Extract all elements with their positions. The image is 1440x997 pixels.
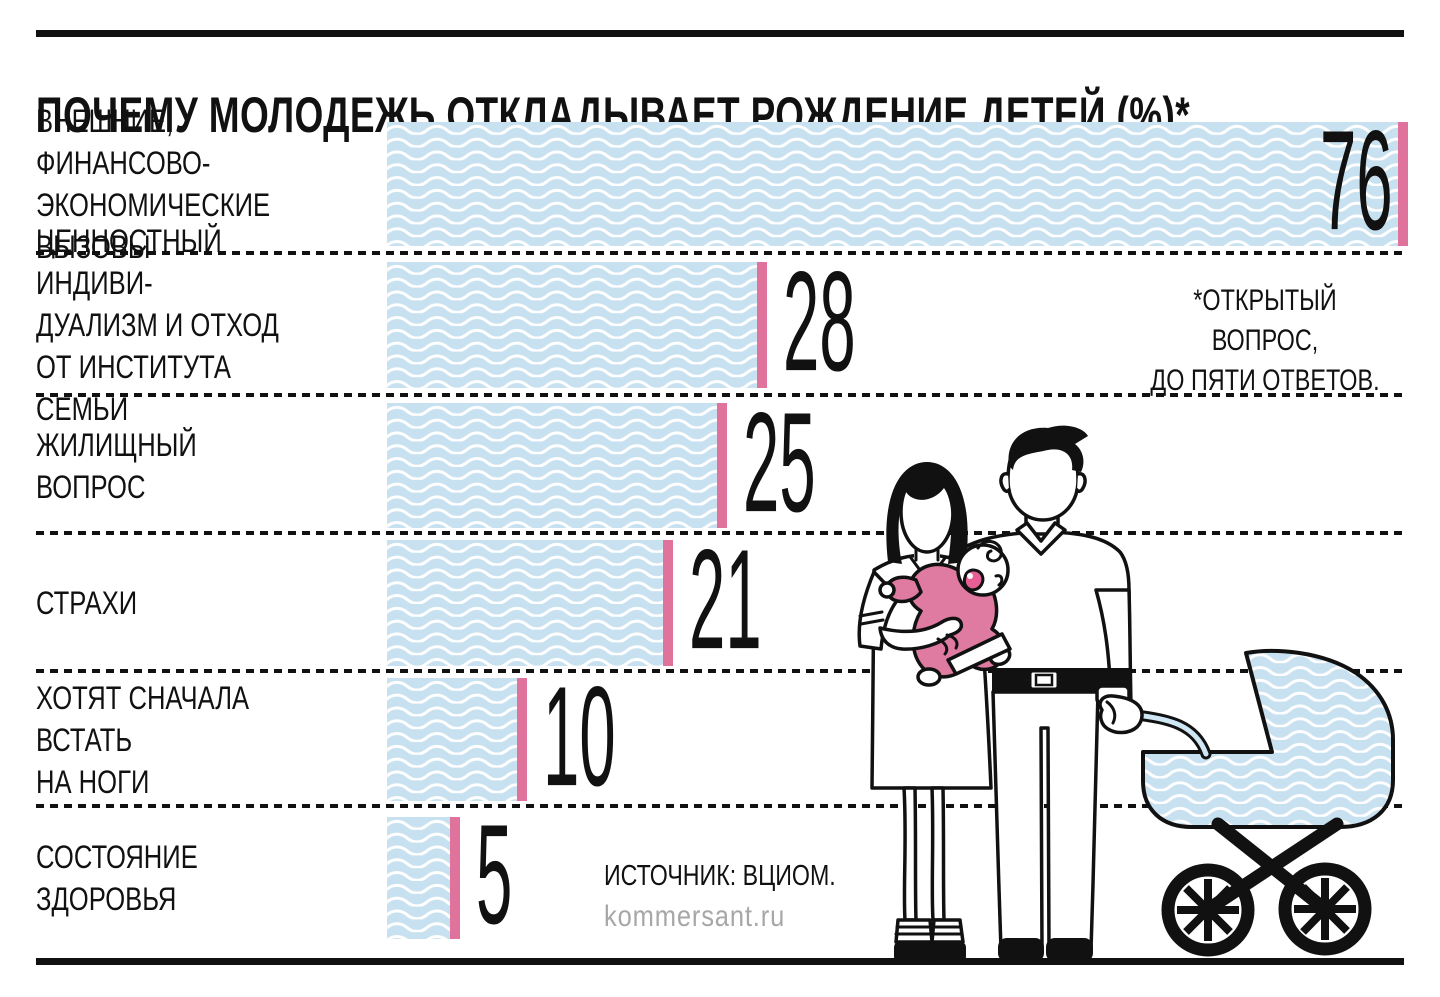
baby-mouth bbox=[962, 568, 985, 592]
value-label: 21 bbox=[689, 520, 762, 680]
bar-end-cap bbox=[517, 678, 527, 801]
source-label: ИСТОЧНИК: ВЦИОМ. bbox=[604, 860, 836, 892]
bar-end-cap bbox=[663, 540, 673, 666]
separator-line bbox=[36, 393, 1404, 397]
chart-row: СОСТОЯНИЕ ЗДОРОВЬЯ 5 bbox=[36, 804, 1416, 946]
category-label: ЦЕННОСТНЫЙ ИНДИВИ- ДУАЛИЗМ И ОТХОД ОТ ИН… bbox=[36, 223, 279, 427]
site-credit: kommersant.ru bbox=[604, 900, 786, 933]
separator-line bbox=[36, 669, 1404, 673]
category-label: СТРАХИ bbox=[36, 585, 138, 621]
stroller-wheel bbox=[1278, 862, 1372, 956]
bar bbox=[387, 403, 727, 528]
chart-row: ЦЕННОСТНЫЙ ИНДИВИ- ДУАЛИЗМ И ОТХОД ОТ ИН… bbox=[36, 223, 1416, 427]
bar-end-cap bbox=[450, 817, 460, 939]
chart-row: ЖИЛИЩНЫЙ ВОПРОС 25 bbox=[36, 391, 1416, 533]
separator-line bbox=[36, 531, 1404, 535]
baby-figure bbox=[878, 540, 1012, 687]
value-label: 5 bbox=[476, 795, 513, 955]
separator-line bbox=[36, 251, 1404, 255]
stroller-wheel bbox=[1161, 863, 1255, 957]
bar-end-cap bbox=[757, 262, 767, 388]
ground-line bbox=[36, 958, 1404, 965]
bar bbox=[387, 540, 673, 666]
separator-line bbox=[36, 804, 1404, 808]
footnote: *ОТКРЫТЫЙ ВОПРОС, ДО ПЯТИ ОТВЕТОВ. bbox=[1150, 284, 1380, 397]
family-stroller-illustration bbox=[857, 425, 1395, 962]
category-label: ХОТЯТ СНАЧАЛА ВСТАТЬ НА НОГИ bbox=[36, 679, 250, 800]
category-label: СОСТОЯНИЕ ЗДОРОВЬЯ bbox=[36, 839, 198, 917]
value-label: 76 bbox=[1320, 101, 1393, 261]
chart-row: СТРАХИ 21 bbox=[36, 529, 1416, 671]
bar-end-cap bbox=[717, 403, 727, 528]
value-label: 25 bbox=[743, 382, 816, 542]
stroller bbox=[1095, 648, 1395, 957]
category-label: ЖИЛИЩНЫЙ ВОПРОС bbox=[36, 426, 197, 505]
bar bbox=[387, 678, 527, 801]
bar bbox=[387, 122, 1408, 246]
woman-figure bbox=[857, 462, 993, 962]
bar bbox=[387, 262, 767, 388]
bar-end-cap bbox=[1398, 122, 1408, 246]
value-label: 28 bbox=[783, 242, 856, 402]
source-block: ИСТОЧНИК: ВЦИОМ. kommersant.ru bbox=[604, 860, 894, 934]
category-label: ВНЕШНИЕ, ФИНАНСОВО- ЭКОНОМИЧЕСКИЕ ВЫЗОВЫ bbox=[36, 103, 271, 265]
value-label: 10 bbox=[543, 656, 616, 816]
top-rule bbox=[36, 30, 1404, 37]
chart-row: ХОТЯТ СНАЧАЛА ВСТАТЬ НА НОГИ 10 bbox=[36, 665, 1416, 807]
chart-row: ВНЕШНИЕ, ФИНАНСОВО- ЭКОНОМИЧЕСКИЕ ВЫЗОВЫ… bbox=[36, 103, 1416, 265]
bar bbox=[387, 817, 460, 939]
